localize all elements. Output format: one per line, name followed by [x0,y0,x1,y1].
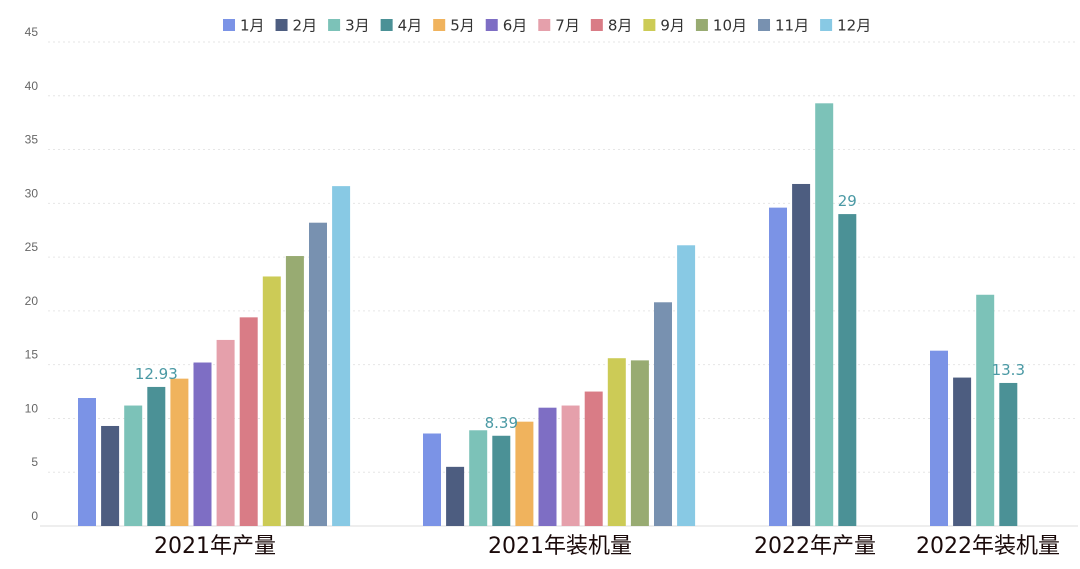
legend-swatch [643,19,656,31]
legend-label: 3月 [345,17,370,35]
data-label: 12.93 [135,365,178,383]
y-tick-label: 30 [25,186,39,200]
x-category-label: 2022年产量 [754,534,876,559]
legend-label: 12月 [837,17,871,35]
bar[interactable] [309,222,327,526]
bar[interactable] [792,183,811,526]
bar[interactable] [654,302,672,526]
x-category-label: 2021年装机量 [488,534,632,559]
bar[interactable] [285,256,304,526]
legend-label: 11月 [775,17,809,35]
data-labels: 12.93 8.39 29 13.3 [135,192,1025,432]
legend-item[interactable]: 5月 [433,17,475,35]
bar[interactable] [999,382,1018,526]
bar[interactable] [170,378,189,526]
bar[interactable] [953,377,972,526]
bar[interactable] [262,276,281,526]
legend-item[interactable]: 1月 [223,17,265,35]
legend-swatch [538,19,551,31]
legend-label: 6月 [503,17,528,35]
legend-item[interactable]: 10月 [695,17,747,35]
bar[interactable] [515,421,534,526]
legend-swatch [380,19,393,31]
legend-swatch [590,19,603,31]
bar[interactable] [239,317,258,526]
bar[interactable] [584,391,603,526]
data-label: 29 [838,192,857,210]
bar[interactable] [124,405,143,526]
legend-item[interactable]: 3月 [328,17,370,35]
legend-label: 7月 [555,17,580,35]
legend-label: 4月 [398,17,423,35]
legend-item[interactable]: 9月 [643,17,685,35]
legend-swatch [485,19,498,31]
legend-swatch [695,19,708,31]
bar[interactable] [101,425,120,526]
legend-swatch [275,19,288,31]
legend-swatch [820,19,833,31]
y-tick-label: 25 [25,240,39,254]
bar[interactable] [147,386,166,526]
legend-swatch [223,19,235,31]
y-tick-label: 35 [25,133,39,147]
legend-label: 8月 [608,17,633,35]
bars [78,103,1018,527]
bar[interactable] [838,214,857,527]
x-axis-categories: 2021年产量 2021年装机量 2022年产量 2022年装机量 [154,534,1060,559]
legend-label: 2月 [293,17,318,35]
legend-item[interactable]: 11月 [758,17,809,35]
bar[interactable] [446,466,465,526]
bar[interactable] [78,398,96,526]
legend-item[interactable]: 12月 [820,17,871,35]
bar[interactable] [193,362,212,526]
legend-item[interactable]: 6月 [485,17,528,35]
legend[interactable]: 1月 2月 3月 4月 5月 6月 7月 8月 9月 10月 11月 12月 [223,17,871,35]
bar[interactable] [561,405,580,526]
bar[interactable] [815,103,834,526]
x-category-label: 2022年装机量 [916,534,1060,559]
data-label: 8.39 [485,414,518,432]
legend-item[interactable]: 7月 [538,17,580,35]
bar[interactable] [492,435,511,526]
y-tick-label: 15 [25,348,39,362]
y-tick-label: 20 [25,294,39,308]
y-tick-label: 45 [25,25,39,39]
y-tick-label: 0 [31,509,38,523]
legend-swatch [433,19,446,31]
bar[interactable] [677,245,696,526]
legend-label: 10月 [713,17,747,35]
y-tick-label: 40 [25,79,39,93]
legend-swatch [758,19,771,31]
legend-item[interactable]: 4月 [380,17,423,35]
bar[interactable] [423,433,441,526]
y-tick-label: 5 [31,455,38,469]
bar[interactable] [769,207,787,526]
legend-label: 5月 [450,17,475,35]
y-axis: 0 5 10 15 20 25 30 35 40 45 [25,25,39,523]
legend-label: 9月 [660,17,685,35]
bar[interactable] [469,430,488,526]
y-tick-label: 10 [25,401,39,415]
bar[interactable] [976,294,995,526]
legend-item[interactable]: 8月 [590,17,633,35]
bar[interactable] [930,350,948,526]
bar[interactable] [332,186,351,526]
bar[interactable] [538,407,557,526]
legend-swatch [328,19,341,31]
legend-label: 1月 [240,17,265,35]
bar[interactable] [607,358,626,526]
bar[interactable] [630,360,649,526]
x-category-label: 2021年产量 [154,534,276,559]
data-label: 13.3 [992,361,1025,379]
legend-item[interactable]: 2月 [275,17,318,35]
bar[interactable] [216,339,235,526]
